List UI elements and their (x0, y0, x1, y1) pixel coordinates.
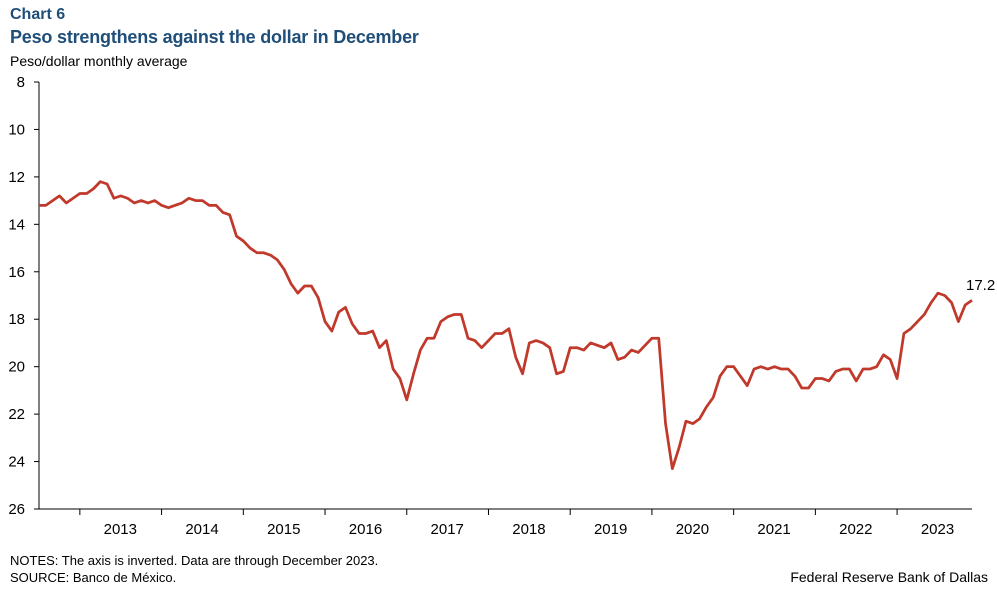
y-tick-label: 10 (8, 121, 25, 138)
x-tick-label: 2023 (921, 521, 954, 538)
x-axis: 2013 2014 2015 2016 2017 2018 2019 2020 2021 2022… (39, 508, 972, 538)
x-tick-label: 2021 (757, 521, 790, 538)
x-tick-label: 2016 (349, 521, 382, 538)
y-tick-label: 20 (8, 359, 25, 376)
credit-text: Federal Reserve Bank of Dallas (790, 569, 988, 585)
x-tick-label: 2020 (676, 521, 709, 538)
y-tick-label: 14 (8, 216, 25, 233)
x-tick-label: 2022 (839, 521, 872, 538)
y-axis-label: Peso/dollar monthly average (10, 53, 188, 69)
x-tick-label: 2015 (267, 521, 300, 538)
x-tick-label: 2019 (594, 521, 627, 538)
x-tick-label: 2014 (185, 521, 218, 538)
source-text: SOURCE: Banco de México. (10, 570, 177, 585)
x-tick-label: 2018 (512, 521, 545, 538)
x-tick-label: 2017 (431, 521, 464, 538)
y-tick-label: 24 (8, 454, 25, 471)
y-tick-label: 12 (8, 169, 25, 186)
y-tick-label: 18 (8, 311, 25, 328)
series-layer (39, 180, 973, 471)
notes-text: NOTES: The axis is inverted. Data are th… (10, 553, 379, 568)
y-tick-label: 26 (8, 501, 25, 518)
series-line (39, 180, 973, 471)
x-tick-label: 2013 (104, 521, 137, 538)
annotation-layer: 17.2 (966, 277, 995, 294)
y-tick-label: 16 (8, 264, 25, 281)
chart-title: Peso strengthens against the dollar in D… (10, 27, 419, 47)
y-axis: 8 10 12 14 16 18 20 22 24 26 (8, 74, 40, 518)
y-tick-label: 8 (17, 74, 25, 91)
last-value-label: 17.2 (966, 277, 995, 294)
chart-label: Chart 6 (10, 6, 66, 23)
y-tick-label: 22 (8, 406, 25, 423)
